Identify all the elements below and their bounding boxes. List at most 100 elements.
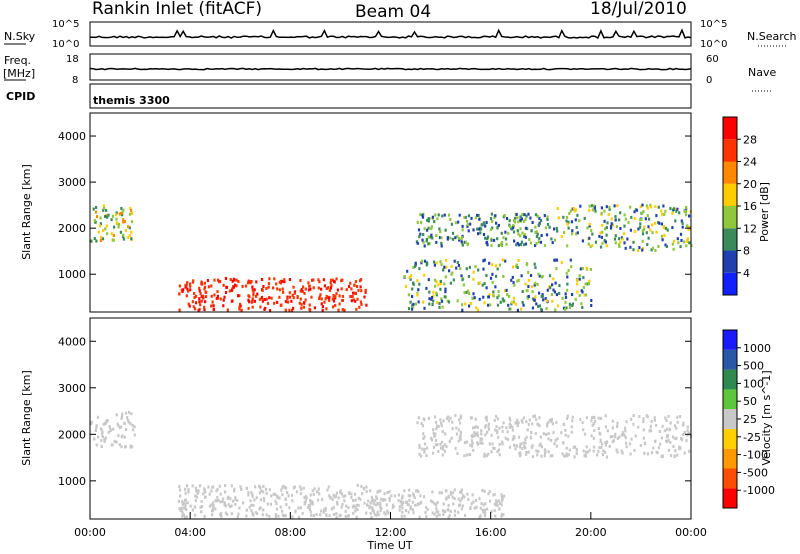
echo-cell — [96, 215, 99, 219]
echo-cell — [488, 442, 491, 446]
echo-cell — [665, 226, 668, 230]
colorbar-segment — [723, 488, 737, 508]
echo-cell — [648, 217, 651, 221]
echo-cell — [460, 274, 463, 278]
echo-cell — [265, 297, 268, 301]
echo-cell — [556, 229, 559, 233]
echo-cell — [541, 294, 544, 298]
echo-cell — [665, 435, 669, 439]
echo-cell — [94, 429, 97, 432]
echo-cell — [197, 309, 200, 312]
echo-cell — [504, 237, 508, 241]
echo-cell — [412, 266, 415, 269]
echo-cell — [323, 300, 326, 304]
echo-cell — [491, 442, 494, 446]
echo-cell — [649, 428, 652, 432]
echo-cell — [581, 421, 584, 425]
echo-cell — [660, 209, 663, 213]
echo-cell — [279, 303, 282, 307]
echo-cell — [539, 219, 543, 222]
echo-cell — [531, 455, 535, 459]
echo-cell — [632, 414, 635, 418]
echo-cell — [463, 216, 466, 219]
echo-cell — [262, 484, 265, 488]
echo-cell — [528, 238, 531, 241]
echo-cell — [664, 209, 667, 213]
echo-cell — [409, 277, 412, 281]
echo-cell — [624, 429, 627, 433]
echo-cell — [281, 513, 284, 517]
echo-cell — [231, 279, 234, 283]
echo-cell — [184, 504, 187, 508]
echo-cell — [441, 445, 445, 448]
echo-cell — [403, 514, 406, 518]
echo-cell — [442, 419, 445, 423]
y-tick-label: 2000 — [58, 428, 86, 441]
echo-cell — [112, 427, 115, 431]
echo-cell — [618, 218, 621, 222]
echo-cell — [668, 428, 672, 432]
echo-cell — [543, 214, 546, 218]
echo-cell — [274, 499, 277, 503]
echo-cell — [476, 431, 479, 435]
echo-cell — [452, 502, 455, 506]
echo-cell — [686, 238, 689, 242]
echo-cell — [416, 241, 419, 245]
echo-cell — [546, 288, 549, 292]
echo-cell — [524, 217, 527, 221]
echo-cell — [223, 503, 226, 507]
echo-cell — [623, 241, 626, 245]
echo-cell — [262, 508, 265, 512]
echo-cell — [592, 445, 596, 449]
echo-cell — [443, 213, 446, 217]
echo-cell — [483, 258, 486, 262]
echo-cell — [311, 489, 314, 493]
echo-cell — [247, 298, 250, 302]
echo-cell — [512, 219, 516, 222]
echo-cell — [479, 231, 482, 235]
echo-cell — [565, 452, 568, 456]
echo-cell — [309, 502, 312, 505]
echo-cell — [496, 431, 499, 435]
echo-cell — [661, 424, 664, 428]
colorbar-segment — [723, 330, 737, 350]
echo-cell — [455, 426, 458, 430]
echo-cell — [549, 454, 552, 458]
echo-cell — [525, 420, 528, 424]
echo-cell — [632, 240, 635, 244]
echo-cell — [505, 288, 508, 292]
echo-cell — [210, 284, 213, 288]
echo-cell — [290, 299, 293, 303]
echo-cell — [407, 510, 410, 514]
echo-cell — [672, 445, 675, 448]
echo-cell — [592, 449, 595, 453]
echo-cell — [116, 422, 119, 426]
echo-cell — [654, 205, 657, 209]
echo-cell — [614, 241, 617, 245]
echo-cell — [461, 278, 464, 282]
echo-cell — [583, 293, 586, 297]
echo-cell — [457, 264, 460, 267]
echo-cell — [293, 485, 296, 489]
echo-cell — [680, 219, 683, 223]
echo-cell — [568, 302, 571, 306]
echo-cell — [540, 445, 543, 449]
echo-cell — [445, 489, 448, 493]
echo-cell — [457, 428, 460, 432]
echo-cell — [442, 268, 445, 272]
echo-cell — [241, 284, 244, 288]
echo-cell — [248, 505, 251, 509]
echo-cell — [435, 514, 438, 518]
echo-cell — [250, 503, 253, 507]
echo-cell — [506, 437, 509, 441]
echo-cell — [417, 228, 421, 232]
echo-cell — [251, 513, 254, 517]
echo-cell — [496, 417, 499, 421]
freq-trace — [89, 67, 692, 71]
echo-cell — [291, 515, 294, 519]
echo-cell — [512, 230, 516, 234]
echo-cell — [371, 498, 375, 502]
echo-cell — [363, 295, 366, 299]
echo-cell — [657, 245, 660, 248]
echo-cell — [575, 447, 578, 451]
